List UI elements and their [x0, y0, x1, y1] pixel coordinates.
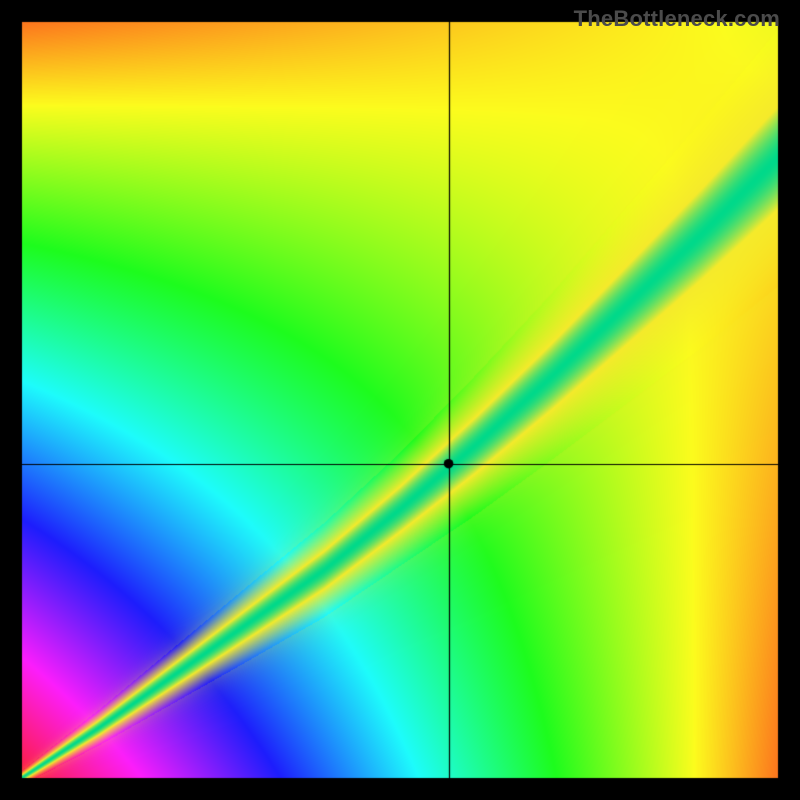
watermark-text: TheBottleneck.com	[574, 6, 780, 32]
chart-root: { "watermark": { "text": "TheBottleneck.…	[0, 0, 800, 800]
bottleneck-heatmap	[0, 0, 800, 800]
